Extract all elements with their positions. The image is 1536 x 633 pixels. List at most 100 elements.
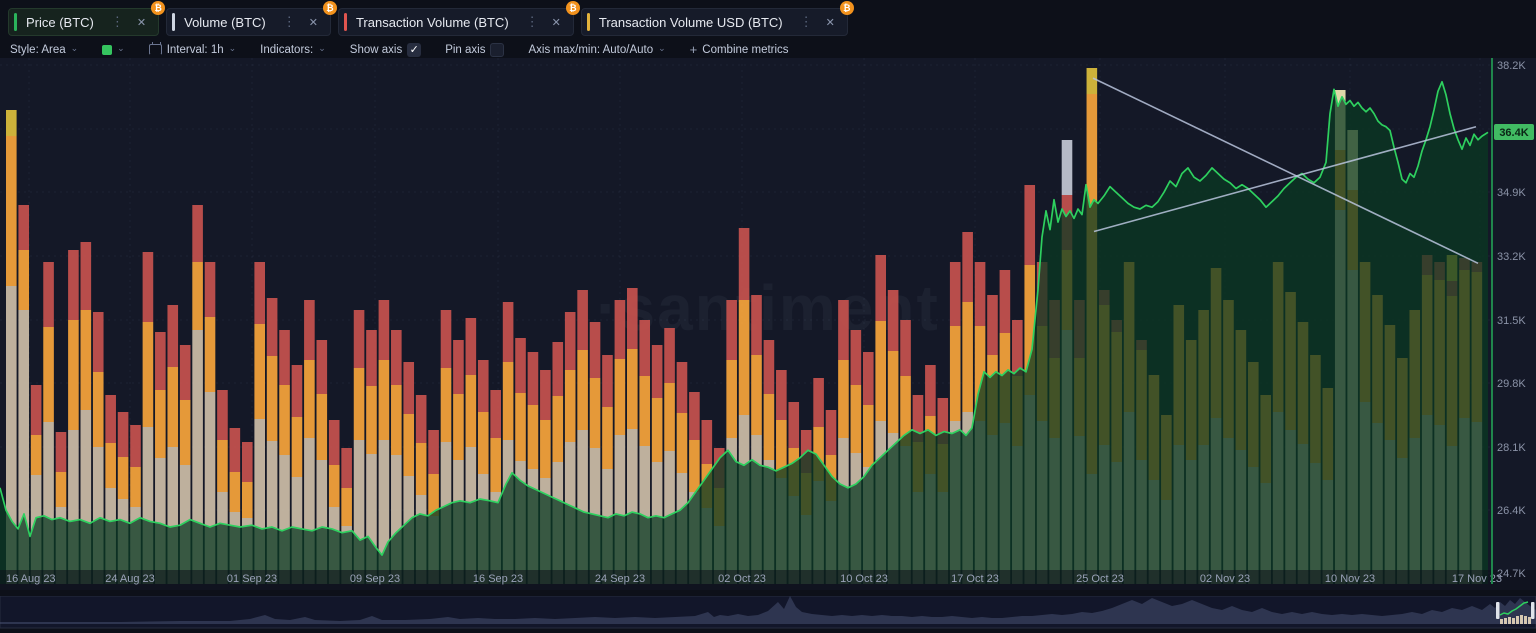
- navigator-mini-bar: [1512, 618, 1515, 624]
- date-strip: [0, 570, 1536, 590]
- indicators-selector[interactable]: Indicators: ⌄: [260, 43, 326, 56]
- volume-bar: [6, 110, 17, 584]
- color-selector[interactable]: ⌄: [102, 43, 125, 55]
- style-label: Style: Area: [10, 43, 66, 56]
- close-icon[interactable]: ✕: [308, 16, 318, 29]
- interval-selector[interactable]: Interval: 1h ⌄: [148, 42, 237, 56]
- kebab-menu-icon[interactable]: ⋮: [525, 14, 539, 29]
- volume-bar: [577, 290, 588, 584]
- kebab-menu-icon[interactable]: ⋮: [282, 14, 296, 29]
- date-tick-label: 24 Aug 23: [105, 573, 155, 585]
- current-price-label: 36.4K: [1499, 127, 1528, 139]
- volume-bar: [204, 262, 216, 584]
- volume-bar: [304, 300, 315, 584]
- kebab-menu-icon[interactable]: ⋮: [110, 14, 124, 29]
- navigator-silhouette: [0, 596, 1536, 624]
- bitcoin-badge: ₿: [565, 1, 580, 15]
- volume-bar: [639, 320, 651, 584]
- metric-tab-label: Volume (BTC): [184, 14, 266, 30]
- style-selector[interactable]: Style: Area ⌄: [10, 43, 79, 56]
- date-tick-label: 16 Sep 23: [473, 573, 523, 585]
- price-tick-label: 38.2K: [1497, 60, 1526, 72]
- trend-line-drawing[interactable]: [1093, 125, 1477, 233]
- price-tick-label: 28.1K: [1497, 442, 1526, 454]
- volume-bar: [266, 298, 278, 584]
- navigator-handle-right[interactable]: [1531, 602, 1535, 619]
- close-icon[interactable]: ✕: [825, 16, 835, 29]
- navigator-mini-bar: [1524, 616, 1527, 624]
- pin-axis-checkbox[interactable]: [490, 42, 505, 57]
- price-tick-label: 34.9K: [1497, 187, 1526, 199]
- combine-metrics-button[interactable]: + Combine metrics: [690, 42, 789, 57]
- chevron-down-icon: ⌄: [70, 43, 79, 53]
- price-tick-label: 33.2K: [1497, 251, 1526, 263]
- date-tick-label: 10 Nov 23: [1325, 573, 1375, 585]
- chevron-down-icon: ⌄: [228, 43, 237, 53]
- price-tick-label: 31.5K: [1497, 315, 1526, 327]
- metric-tab[interactable]: Transaction Volume (BTC) ⋮ ✕ ₿: [337, 1, 580, 36]
- date-tick-label: 17 Oct 23: [951, 573, 999, 585]
- pin-axis-toggle[interactable]: Pin axis: [445, 42, 505, 57]
- navigator-mini-bar: [1500, 619, 1503, 624]
- metric-tab[interactable]: Price (BTC) ⋮ ✕ ₿: [8, 1, 166, 36]
- date-tick-label: 25 Oct 23: [1076, 573, 1124, 585]
- metric-color-bar: [14, 13, 17, 31]
- metric-tab-bar: Price (BTC) ⋮ ✕ ₿ Volume (BTC) ⋮ ✕ ₿ Transaction…: [8, 1, 854, 36]
- chart-toolbar: Style: Area ⌄ ⌄ Interval: 1h ⌄ Indicator…: [10, 42, 789, 57]
- volume-bar: [614, 300, 626, 584]
- show-axis-label: Show axis: [349, 43, 403, 56]
- trend-line-drawing[interactable]: [1092, 77, 1479, 265]
- navigator-mini-bar: [1520, 615, 1523, 624]
- bitcoin-badge: ₿: [322, 1, 337, 15]
- price-line: [0, 80, 1489, 556]
- axis-maxmin-selector[interactable]: Axis max/min: Auto/Auto ⌄: [528, 43, 665, 56]
- navigator-mini-bar: [1504, 618, 1507, 624]
- axis-maxmin-label: Axis max/min: Auto/Auto: [528, 43, 654, 56]
- pin-axis-label: Pin axis: [445, 43, 486, 56]
- volume-bar: [80, 242, 92, 584]
- combine-metrics-label: Combine metrics: [702, 43, 789, 56]
- navigator-mini-bar: [1528, 617, 1531, 624]
- volume-bar: [279, 330, 290, 584]
- metric-color-bar: [343, 13, 347, 31]
- current-price-badge: [1494, 124, 1534, 140]
- show-axis-toggle[interactable]: Show axis ✓: [349, 42, 422, 57]
- color-swatch: [102, 44, 113, 55]
- metric-tab[interactable]: Volume (BTC) ⋮ ✕ ₿: [166, 1, 337, 36]
- volume-bar: [353, 310, 365, 584]
- volume-bar: [316, 340, 328, 584]
- metric-tab-label: Transaction Volume USD (BTC): [598, 14, 783, 30]
- date-tick-label: 10 Oct 23: [840, 573, 888, 585]
- price-tick-label: 26.4K: [1497, 505, 1526, 517]
- volume-bar: [378, 300, 390, 584]
- plus-icon: +: [689, 42, 698, 57]
- date-tick-label: 02 Oct 23: [718, 573, 766, 585]
- metric-color-bar: [586, 13, 590, 31]
- timeline-navigator[interactable]: [0, 596, 1536, 630]
- kebab-menu-icon[interactable]: ⋮: [799, 14, 813, 29]
- navigator-handle-left[interactable]: [1496, 602, 1500, 619]
- metric-tab-label: Price (BTC): [26, 14, 94, 30]
- volume-bar: [254, 262, 265, 584]
- close-icon[interactable]: ✕: [551, 16, 561, 29]
- close-icon[interactable]: ✕: [136, 16, 147, 29]
- metric-tab-label: Transaction Volume (BTC): [355, 14, 509, 30]
- date-tick-label: 01 Sep 23: [227, 573, 277, 585]
- indicators-label: Indicators:: [260, 43, 314, 56]
- show-axis-checkbox[interactable]: ✓: [407, 42, 422, 57]
- metric-tab[interactable]: Transaction Volume USD (BTC) ⋮ ✕ ₿: [580, 1, 854, 36]
- bitcoin-badge: ₿: [151, 1, 166, 15]
- navigator-mini-bar: [1516, 616, 1519, 624]
- date-tick-label: 09 Sep 23: [350, 573, 400, 585]
- volume-bar: [43, 262, 54, 584]
- volume-bar: [167, 305, 179, 584]
- navigator-mini-price-line: [1499, 601, 1529, 616]
- volume-bar: [142, 252, 154, 584]
- volume-bar: [18, 205, 30, 584]
- navigator-mini-bar: [1508, 617, 1511, 624]
- date-tick-label: 17 Nov 23: [1452, 573, 1502, 585]
- price-tick-label: 29.8K: [1497, 378, 1526, 390]
- volume-bar: [92, 312, 104, 584]
